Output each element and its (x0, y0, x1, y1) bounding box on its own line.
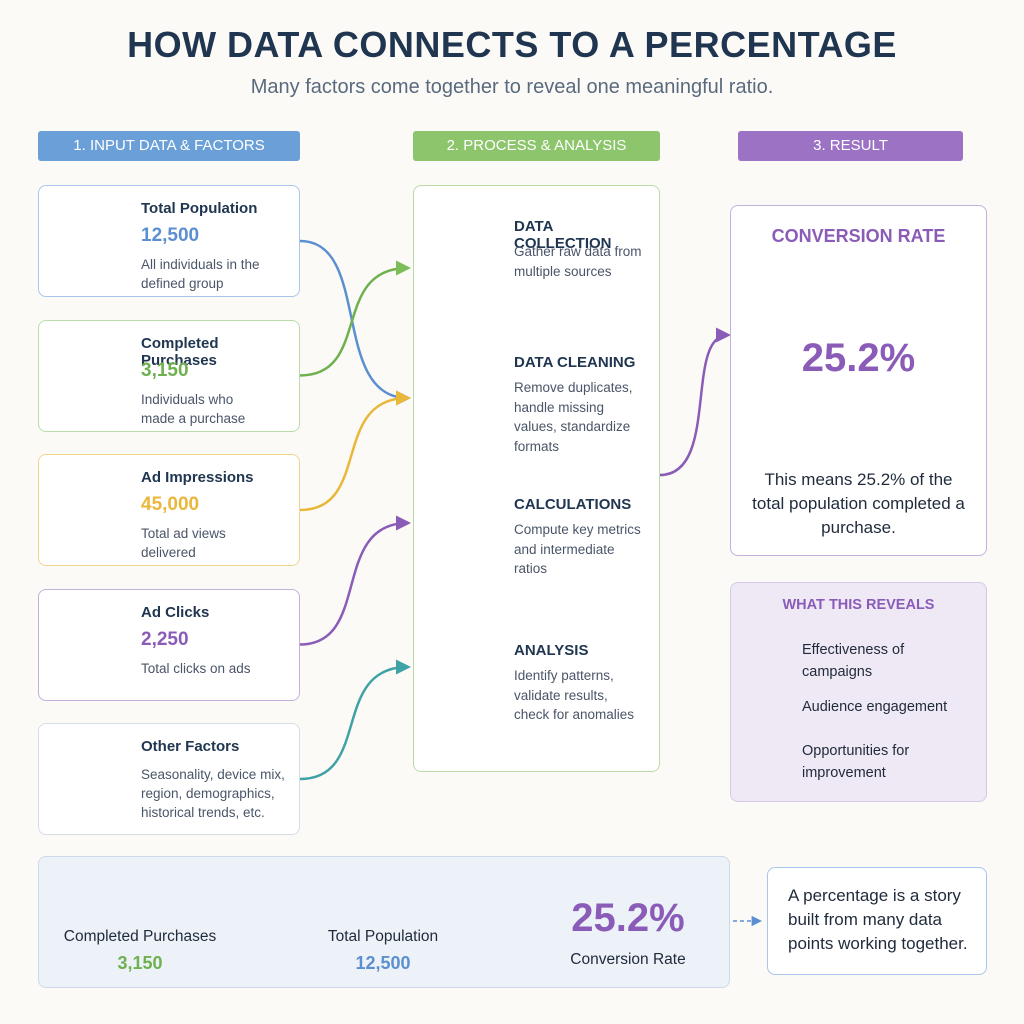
input-description: Total ad views delivered (141, 526, 226, 560)
input-description: Seasonality, device mix, region, demogra… (141, 767, 285, 820)
step-description: Compute key metrics and intermediate rat… (514, 522, 641, 576)
formula-value: 3,150 (117, 953, 163, 973)
formula-value: 12,500 (355, 953, 411, 973)
reveals-title: WHAT THIS REVEALS (782, 597, 935, 613)
connector (659, 327, 731, 477)
step-description: Gather raw data from multiple sources (514, 244, 642, 279)
input-value: 12,500 (141, 225, 200, 246)
input-description: All individuals in the defined group (141, 257, 260, 291)
column-header: 1. INPUT DATA & FACTORS (38, 131, 300, 161)
connector (299, 659, 411, 781)
input-card (38, 723, 300, 835)
formula-result: 25.2% (571, 896, 685, 940)
formula-label: Total Population (327, 928, 439, 945)
reveals-box (730, 582, 987, 802)
input-card (38, 588, 300, 701)
connector (299, 390, 411, 512)
input-card (38, 454, 300, 566)
input-value: 3,150 (141, 359, 189, 381)
column-header: 3. RESULT (738, 131, 963, 161)
formula-result-label: Conversion Rate (570, 951, 686, 968)
reveal-item: Audience engagement (802, 699, 948, 715)
input-description: Individuals who made a purchase (141, 391, 246, 426)
formula-label: Completed Purchases (63, 928, 217, 945)
input-title: Ad Impressions (141, 469, 254, 486)
input-description: Total clicks on ads (141, 660, 251, 676)
result-explanation: This means 25.2% of the total population… (752, 470, 965, 537)
input-card (38, 185, 300, 297)
input-title: Total Population (141, 200, 258, 217)
note: A percentage is a story built from many … (788, 886, 968, 953)
input-value: 45,000 (141, 494, 200, 515)
input-title: Other Factors (141, 738, 240, 755)
connector (299, 260, 411, 377)
process-box (413, 185, 660, 772)
input-card (38, 319, 300, 432)
input-title: Ad Clicks (141, 603, 210, 621)
formula-box (38, 856, 730, 988)
note-box (767, 867, 987, 975)
step-description: Remove duplicates, handle missing values… (514, 380, 633, 454)
input-value: 2,250 (141, 628, 189, 650)
result-title: CONVERSION RATE (771, 226, 946, 246)
step-title: CALCULATIONS (514, 496, 632, 513)
result-box (730, 205, 987, 556)
reveal-item: Effectiveness of campaigns (802, 642, 905, 680)
connector (299, 515, 411, 646)
step-description: Identify patterns, validate results, che… (514, 668, 635, 722)
title: HOW DATA CONNECTS TO A PERCENTAGE (127, 24, 897, 65)
step-title: DATA COLLECTION (514, 218, 612, 252)
step-title: ANALYSIS (514, 642, 589, 659)
column-header: 2. PROCESS & ANALYSIS (413, 131, 660, 161)
reveal-item: Opportunities for improvement (802, 743, 910, 781)
subtitle: Many factors come together to reveal one… (250, 76, 774, 98)
result-label: 25.2% (801, 336, 916, 380)
input-title: Completed Purchases (141, 334, 219, 369)
step-title: DATA CLEANING (514, 354, 636, 371)
